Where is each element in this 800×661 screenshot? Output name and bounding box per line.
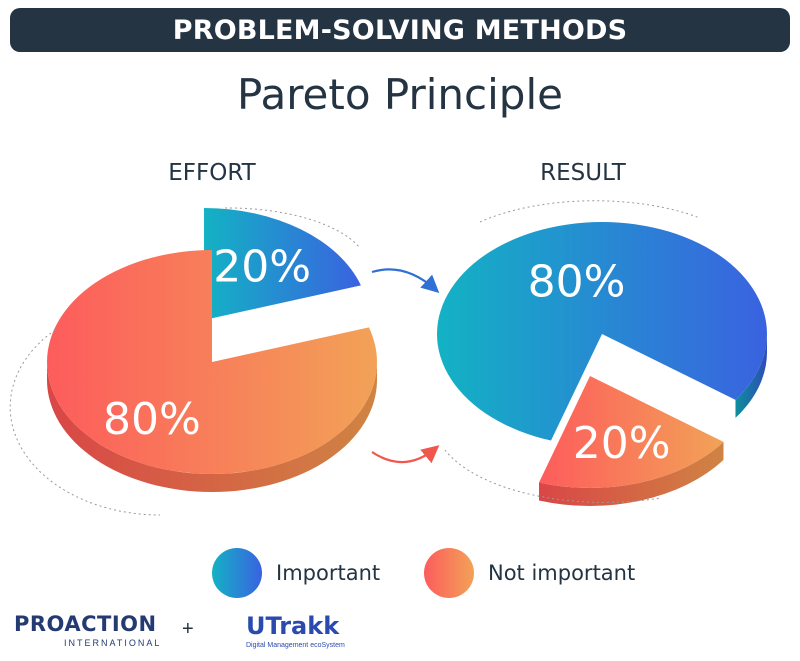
decorative-arc-left: [9, 329, 161, 516]
page-subtitle: Pareto Principle: [237, 70, 563, 119]
legend-important: Important: [212, 545, 380, 601]
decorative-arc-top-left: [224, 207, 361, 249]
legend-label-important: Important: [276, 561, 381, 585]
result-slice-80-label: 80%: [528, 257, 626, 308]
result-slice-20-side: [539, 441, 724, 507]
utrakk-logo-sub: Digital Management ecoSystem: [246, 642, 345, 649]
effort-slice-20: [204, 208, 361, 320]
logo-separator: +: [182, 618, 194, 640]
result-slice-20-label: 20%: [573, 418, 671, 469]
result-slice-80-side: [735, 334, 767, 418]
arrow-not-important: [371, 445, 440, 464]
header-banner: PROBLEM-SOLVING METHODS: [10, 8, 790, 52]
legend-label-not-important: Not important: [488, 561, 636, 585]
effort-pie: 20% 80%: [46, 208, 377, 492]
chart-title-effort: EFFORT: [168, 160, 256, 186]
legend-swatch-not-important: [424, 548, 474, 598]
effort-slice-80-side: [47, 362, 377, 492]
banner-title: PROBLEM-SOLVING METHODS: [172, 14, 628, 46]
effort-slice-20-label: 20%: [213, 242, 311, 293]
result-slice-20: [539, 376, 724, 488]
legend-swatch-important: [212, 548, 262, 598]
chart-title-result: RESULT: [540, 160, 627, 186]
effort-slice-80: [46, 250, 377, 474]
legend-not-important: Not important: [424, 545, 635, 601]
proaction-logo-sub: INTERNATIONAL: [64, 638, 162, 648]
effort-slice-80-label: 80%: [103, 394, 201, 445]
decorative-arc-bottom-right: [444, 449, 661, 503]
decorative-arc-top-right: [479, 200, 701, 223]
result-pie: 80% 20%: [436, 222, 767, 507]
proaction-logo: PROACTION: [14, 612, 157, 636]
arrow-important: [371, 268, 440, 293]
utrakk-logo: UTrakk: [246, 612, 340, 640]
footer-logos: PROACTION INTERNATIONAL + UTrakk Digital…: [14, 612, 434, 656]
result-slice-80: [436, 222, 767, 441]
